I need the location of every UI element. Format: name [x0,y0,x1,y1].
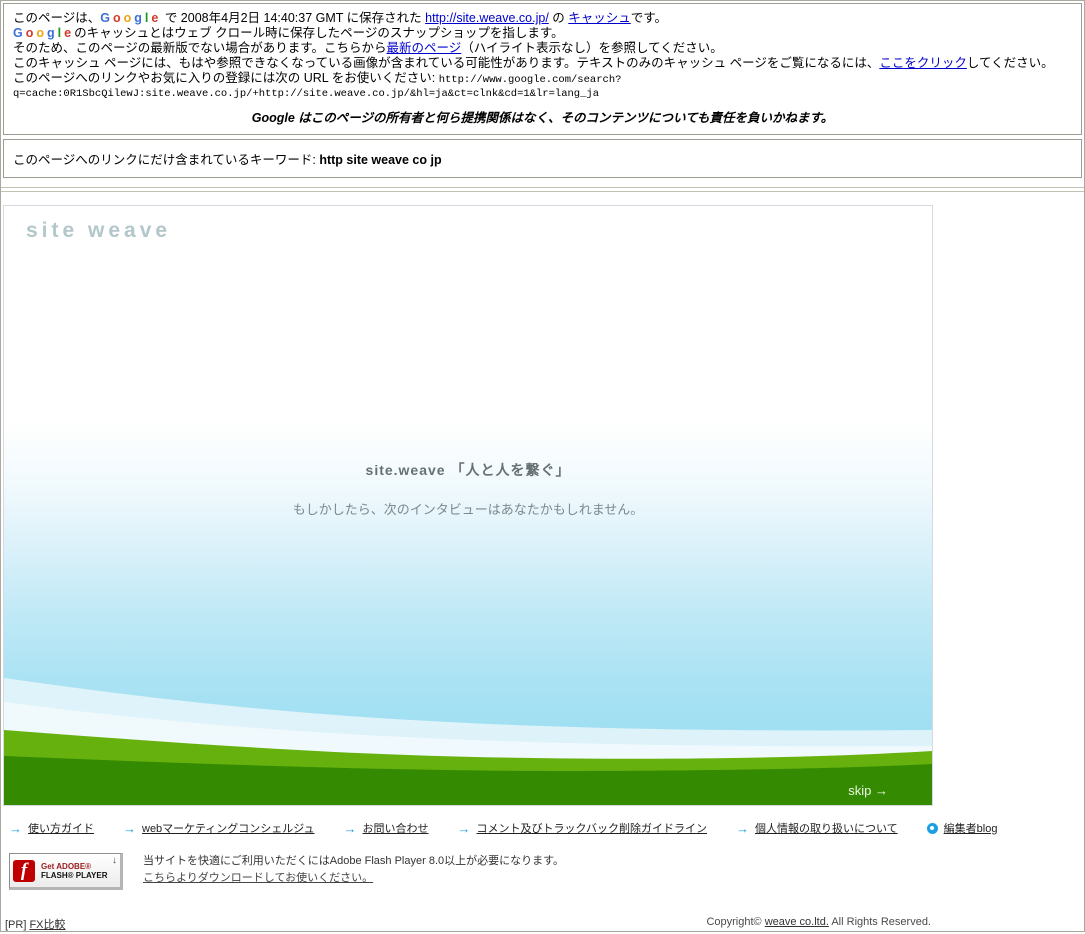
arrow-right-icon: → [735,820,749,836]
keyword-label: このページへのリンクにだけ含まれているキーワード: [13,153,320,167]
grass-wave-graphic [4,678,932,805]
cache-line-3: そのため、このページの最新版でない場合があります。こちらから最新のページ（ハイラ… [13,41,1072,56]
google-letter: G [13,26,23,40]
download-arrow-icon: ↓ [112,855,117,866]
footer-link-comment-guideline[interactable]: → コメント及びトラックバック削除ガイドライン [458,820,707,836]
google-letter: o [25,26,34,40]
cache-link[interactable]: キャッシュ [568,11,631,25]
cache-text: このキャッシュ ページには、もはや参照できなくなっている画像が含まれている可能性… [13,56,880,70]
arrow-right-icon: → [9,820,22,836]
cache-text: （ハイライト表示なし）を参照してください。 [461,41,723,55]
intro-text-block: site.weave 「人と人を繋ぐ」 もしかしたら、次のインタビューはあなたか… [4,460,932,518]
footer-link-web-marketing[interactable]: → webマーケティングコンシェルジュ [123,820,315,836]
cache-text: です。 [630,11,668,25]
copyright-pre: Copyright© [706,916,765,928]
google-letter: l [57,26,62,40]
flash-badge-line2: FLASH® PLAYER [41,870,108,880]
footer-link-label: 個人情報の取り扱いについて [754,823,898,835]
google-letter: o [36,26,45,40]
flash-requirement-line: 当サイトを快適にご利用いただくにはAdobe Flash Player 8.0以… [143,855,565,867]
cache-text: そのため、このページの最新版でない場合があります。こちらから [13,41,387,55]
google-cache-header: このページは、G o o g l e で 2008年4月2日 14:40:37 GMT に… [3,3,1082,135]
get-flash-player-badge[interactable]: f Get ADOBE® FLASH® PLAYER ↓ [9,853,123,890]
latest-page-link[interactable]: 最新のページ [386,41,462,55]
footer-nav: → 使い方ガイド → webマーケティングコンシェルジュ → お問い合わせ → コメント及びト… [9,820,1084,836]
cached-site-url-link[interactable]: http://site.weave.co.jp/ [425,11,549,25]
cache-text: で 2008年4月2日 14:40:37 GMT に保存された [161,11,426,25]
google-letter: l [144,11,149,25]
pr-label: [PR] [5,919,30,931]
flash-requirement-text: 当サイトを快適にご利用いただくにはAdobe Flash Player 8.0以… [143,853,564,887]
google-letter: g [134,11,142,25]
cache-url-part2: q=cache:0R1SbcQilewJ:site.weave.co.jp/+h… [13,88,599,100]
cache-text: してください。 [966,56,1054,70]
flash-logo-icon: f [13,859,35,882]
header-divider [1,187,1084,192]
google-letter: e [151,11,159,25]
site-weave-logo: site weave [26,219,172,242]
skip-intro-link[interactable]: skip → [848,783,888,798]
google-letter: G [100,11,110,25]
pr-link[interactable]: FX比較 [29,919,66,931]
footer-link-editor-blog[interactable]: 編集者blog [926,820,998,836]
arrow-right-icon: → [343,820,357,836]
cache-text: のキャッシュとはウェブ クロール時に保存したページのスナップショップを指します。 [74,26,564,40]
pr-block: [PR] FX比較 [5,916,66,932]
cache-line-4: このキャッシュ ページには、もはや参照できなくなっている画像が含まれている可能性… [13,56,1072,71]
copyright-company-link[interactable]: weave co.ltd. [764,916,829,928]
google-letter: g [47,26,55,40]
keyword-box: このページへのリンクにだけ含まれているキーワード: http site weav… [3,139,1082,178]
flash-badge-line1: Get ADOBE® [41,861,92,871]
google-letter: e [64,26,72,40]
cache-url-part1: http://www.google.com/search? [438,74,622,86]
flash-download-link[interactable]: こちらよりダウンロードしてお使いください。 [143,872,374,884]
site-headline: site.weave 「人と人を繋ぐ」 [365,462,571,478]
copyright: Copyright© weave co.ltd. All Rights Rese… [706,916,931,932]
footer-link-label: お問い合わせ [362,823,429,835]
footer-link-label: コメント及びトラックバック削除ガイドライン [476,823,707,835]
cache-text: このページは、 [13,11,101,25]
arrow-right-icon: → [123,820,136,836]
google-letter: o [113,11,121,25]
footer-link-contact[interactable]: → お問い合わせ [344,820,429,836]
arrow-right-icon: → [457,820,471,836]
cache-text: このページへのリンクやお気に入りの登録には次の URL をお使いください: [13,71,439,85]
cache-line-1: このページは、G o o g l e で 2008年4月2日 14:40:37 GMT に… [13,11,1072,26]
flash-player-notice: f Get ADOBE® FLASH® PLAYER ↓ 当サイトを快適にご利用… [9,853,1084,890]
site-subline: もしかしたら、次のインタビューはあなたかもしれません。 [292,502,644,517]
footer-link-label: webマーケティングコンシェルジュ [142,823,315,835]
bottom-bar: [PR] FX比較 Copyright© weave co.ltd. All R… [5,916,931,932]
cache-line-5: このページへのリンクやお気に入りの登録には次の URL をお使いください: ht… [13,71,1072,88]
footer-link-guide[interactable]: → 使い方ガイド [9,820,94,836]
keyword-terms: http site weave co jp [319,153,442,167]
google-letter: o [123,11,132,25]
footer-link-privacy[interactable]: → 個人情報の取り扱いについて [736,820,898,836]
cache-text: の [548,11,569,25]
copyright-end: All Rights Reserved. [828,916,931,928]
footer-link-label: 編集者blog [943,823,998,835]
site-preview-flash-area: site weave site.weave 「人と人を繋ぐ」 もしかしたら、次の… [3,205,933,806]
blog-dot-icon [926,822,938,834]
google-disclaimer: Google はこのページの所有者と何ら提携関係はなく、そのコンテンツについても… [251,111,834,125]
footer-link-label: 使い方ガイド [28,823,94,835]
text-only-cache-link[interactable]: ここをクリック [879,56,967,70]
